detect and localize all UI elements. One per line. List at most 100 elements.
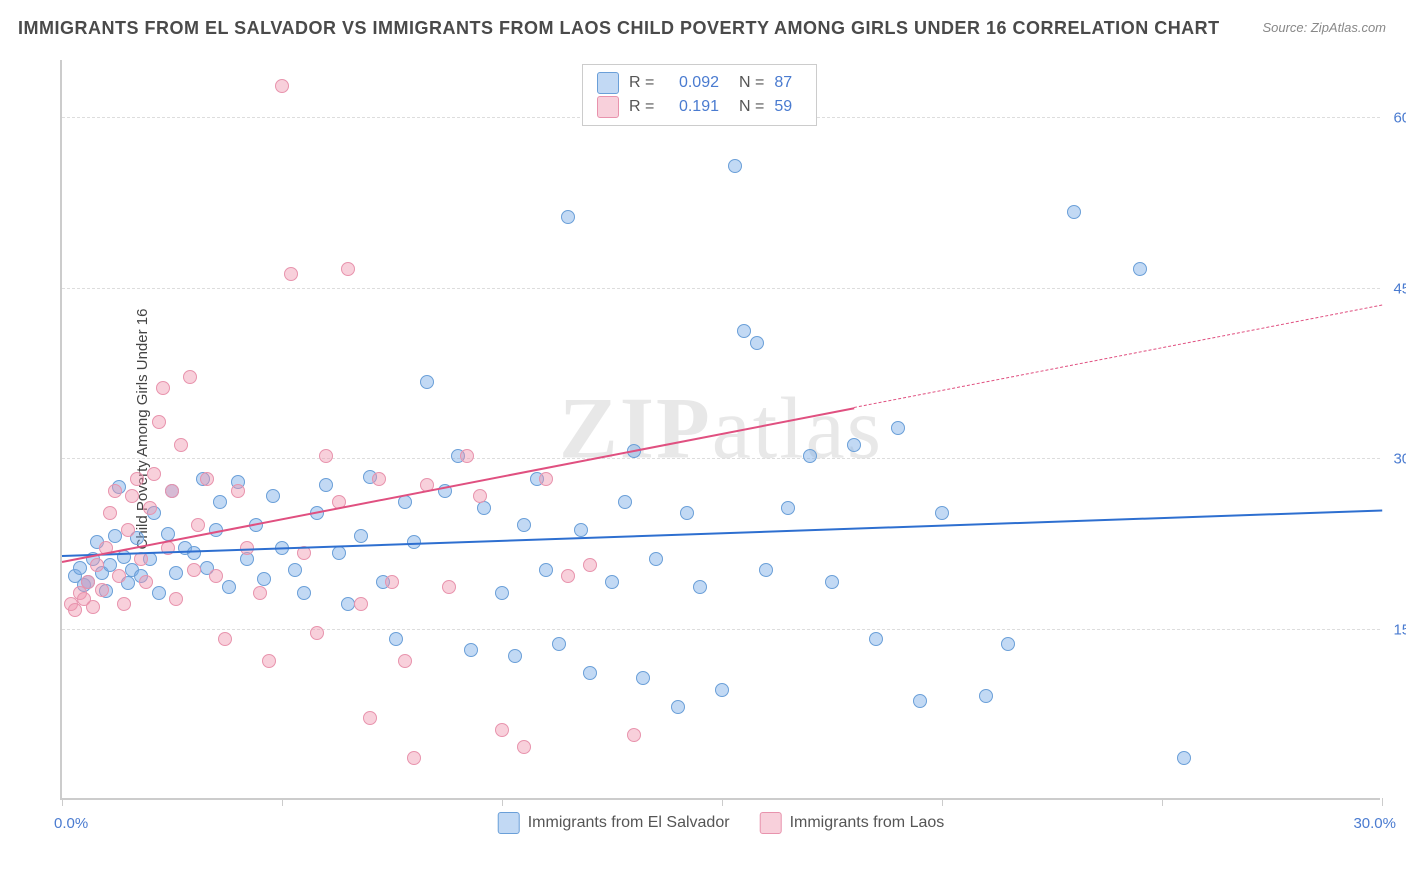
watermark-bold: ZIP <box>559 381 712 478</box>
scatter-point <box>354 597 368 611</box>
scatter-point <box>561 569 575 583</box>
scatter-point <box>222 580 236 594</box>
scatter-point <box>407 751 421 765</box>
scatter-point <box>1177 751 1191 765</box>
scatter-point <box>935 506 949 520</box>
scatter-point <box>495 723 509 737</box>
scatter-point <box>363 711 377 725</box>
scatter-point <box>130 472 144 486</box>
scatter-point <box>200 472 214 486</box>
scatter-point <box>517 518 531 532</box>
scatter-point <box>117 597 131 611</box>
legend-item-2: Immigrants from Laos <box>760 812 945 834</box>
scatter-point <box>108 484 122 498</box>
y-tick-label: 60.0% <box>1386 109 1406 126</box>
scatter-point <box>169 566 183 580</box>
scatter-point <box>539 563 553 577</box>
scatter-point <box>73 561 87 575</box>
scatter-point <box>420 375 434 389</box>
scatter-point <box>332 546 346 560</box>
scatter-point <box>81 575 95 589</box>
scatter-point <box>627 728 641 742</box>
scatter-point <box>636 671 650 685</box>
scatter-point <box>183 370 197 384</box>
y-tick-label: 45.0% <box>1386 280 1406 297</box>
scatter-point <box>847 438 861 452</box>
legend-swatch-1b <box>498 812 520 834</box>
x-max-label: 30.0% <box>1353 815 1396 832</box>
r-value-1: 0.092 <box>667 71 719 95</box>
scatter-point <box>750 336 764 350</box>
y-tick-label: 15.0% <box>1386 622 1406 639</box>
scatter-point <box>174 438 188 452</box>
scatter-point <box>728 159 742 173</box>
scatter-point <box>143 501 157 515</box>
legend-row-series-2: R = 0.191 N = 59 <box>597 95 802 119</box>
chart-title: IMMIGRANTS FROM EL SALVADOR VS IMMIGRANT… <box>18 18 1220 39</box>
trend-line <box>62 510 1382 558</box>
trend-line-extrapolated <box>854 305 1382 408</box>
scatter-point <box>103 506 117 520</box>
scatter-point <box>341 262 355 276</box>
scatter-point <box>187 546 201 560</box>
gridline: 30.0% <box>62 458 1380 459</box>
scatter-point <box>1133 262 1147 276</box>
trend-line <box>62 407 854 563</box>
scatter-point <box>825 575 839 589</box>
scatter-point <box>152 415 166 429</box>
plot-area: Child Poverty Among Girls Under 16 ZIPat… <box>60 60 1380 800</box>
scatter-point <box>671 700 685 714</box>
legend-swatch-1 <box>597 72 619 94</box>
legend-swatch-2b <box>760 812 782 834</box>
scatter-point <box>187 563 201 577</box>
scatter-point <box>310 626 324 640</box>
r-label: R = <box>629 95 657 119</box>
x-tick <box>1382 798 1383 806</box>
scatter-point <box>693 580 707 594</box>
scatter-point <box>561 210 575 224</box>
n-label: N = <box>739 71 764 95</box>
n-value-2: 59 <box>774 95 802 119</box>
scatter-point <box>95 583 109 597</box>
x-min-label: 0.0% <box>54 815 88 832</box>
scatter-point <box>156 381 170 395</box>
scatter-point <box>86 600 100 614</box>
scatter-point <box>495 586 509 600</box>
scatter-point <box>218 632 232 646</box>
scatter-point <box>913 694 927 708</box>
scatter-point <box>275 79 289 93</box>
scatter-point <box>209 569 223 583</box>
series-2-name: Immigrants from Laos <box>790 814 945 832</box>
scatter-point <box>869 632 883 646</box>
scatter-point <box>649 552 663 566</box>
scatter-point <box>147 467 161 481</box>
scatter-point <box>169 592 183 606</box>
scatter-point <box>284 267 298 281</box>
scatter-point <box>288 563 302 577</box>
scatter-point <box>68 603 82 617</box>
scatter-point <box>552 637 566 651</box>
legend-row-series-1: R = 0.092 N = 87 <box>597 71 802 95</box>
scatter-point <box>759 563 773 577</box>
scatter-point <box>574 523 588 537</box>
x-tick <box>722 798 723 806</box>
scatter-point <box>297 586 311 600</box>
scatter-point <box>508 649 522 663</box>
scatter-point <box>341 597 355 611</box>
scatter-point <box>121 523 135 537</box>
scatter-point <box>1001 637 1015 651</box>
scatter-point <box>583 558 597 572</box>
legend-swatch-2 <box>597 96 619 118</box>
r-value-2: 0.191 <box>667 95 719 119</box>
scatter-point <box>112 569 126 583</box>
scatter-point <box>213 495 227 509</box>
scatter-point <box>979 689 993 703</box>
series-legend: Immigrants from El Salvador Immigrants f… <box>498 812 945 834</box>
x-tick <box>1162 798 1163 806</box>
scatter-point <box>605 575 619 589</box>
scatter-point <box>803 449 817 463</box>
scatter-point <box>319 449 333 463</box>
x-tick <box>282 798 283 806</box>
x-tick <box>942 798 943 806</box>
scatter-point <box>165 484 179 498</box>
